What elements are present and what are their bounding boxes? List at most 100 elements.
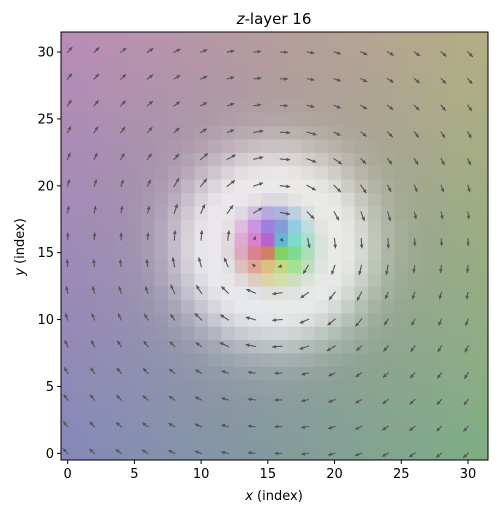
heatmap-cell — [394, 58, 409, 73]
heatmap-cell — [127, 205, 142, 220]
heatmap-cell — [234, 112, 249, 127]
heatmap-cell — [394, 45, 409, 60]
quiver-arrow-head — [221, 423, 226, 428]
heatmap-cell — [221, 379, 235, 394]
heatmap-cell — [181, 393, 195, 408]
y-tick-label: 30 — [37, 46, 54, 61]
heatmap-cell — [234, 312, 249, 327]
quiver-arrow-head — [363, 78, 368, 82]
heatmap-cell — [141, 353, 155, 367]
heatmap-cell — [221, 272, 235, 287]
heatmap-cell — [421, 45, 436, 60]
heatmap-cell — [407, 219, 422, 234]
heatmap-cell — [61, 326, 75, 341]
heatmap-cell — [447, 32, 462, 46]
quiver-arrow-head — [144, 286, 149, 291]
heatmap-cell — [74, 165, 89, 180]
quiver-arrow-head — [358, 270, 362, 275]
heatmap-cell — [461, 433, 476, 448]
heatmap-cell — [127, 139, 142, 153]
heatmap-cell — [421, 98, 436, 113]
quiver-arrow-head — [223, 257, 228, 262]
quiver-arrow-head — [286, 157, 291, 162]
heatmap-cell — [274, 379, 289, 394]
heatmap-cell — [234, 205, 249, 220]
quiver-arrow-head — [203, 49, 208, 53]
heatmap-cell — [74, 72, 89, 87]
heatmap-cell — [234, 192, 249, 207]
heatmap-cell — [74, 286, 89, 301]
quiver-arrow-head — [170, 314, 175, 319]
quiver-arrow-head — [203, 178, 207, 183]
heatmap-cell — [74, 419, 89, 434]
quiver-arrow-head — [440, 215, 444, 220]
heatmap-cell — [381, 406, 396, 421]
heatmap-cell — [234, 98, 249, 113]
heatmap-cell — [367, 98, 382, 113]
heatmap-cell — [474, 286, 489, 301]
quiver-arrow-head — [117, 313, 122, 318]
heatmap-cell — [301, 192, 316, 207]
heatmap-cell — [314, 139, 329, 153]
heatmap-cell — [194, 58, 209, 73]
heatmap-cell — [207, 179, 222, 194]
quiver-arrow-head — [65, 232, 70, 237]
heatmap-cell — [247, 32, 262, 46]
x-tick-label: 30 — [460, 467, 477, 482]
heatmap-cell — [314, 339, 329, 354]
heatmap-cell — [327, 353, 342, 367]
heatmap-cell — [341, 433, 356, 448]
heatmap-cell — [114, 406, 129, 421]
chart-title: z-layer 16 — [236, 10, 312, 28]
quiver-arrow-head — [143, 341, 148, 346]
heatmap-cell — [74, 58, 89, 73]
heatmap-cell — [407, 272, 422, 287]
heatmap-cell — [154, 312, 169, 327]
quiver-arrow-head — [438, 321, 442, 326]
heatmap-cell — [381, 219, 396, 234]
heatmap-cell — [434, 139, 449, 153]
heatmap-cell — [354, 433, 369, 448]
quiver-arrow-head — [441, 133, 446, 138]
heatmap-cell — [221, 406, 235, 421]
heatmap-cell — [127, 219, 142, 234]
x-axis-label: x (index) — [244, 489, 303, 504]
quiver-arrow-head — [117, 340, 121, 345]
heatmap-cell — [367, 326, 382, 341]
heatmap-cell — [474, 366, 489, 381]
heatmap-cell — [154, 98, 169, 113]
heatmap-cell — [194, 192, 209, 207]
quiver-arrow-head — [387, 217, 392, 222]
heatmap-cell — [301, 85, 316, 100]
heatmap-cell — [354, 353, 369, 367]
heatmap-cell — [101, 45, 115, 60]
quiver-arrow-head — [413, 215, 418, 220]
quiver-arrow-head — [310, 104, 315, 109]
heatmap-cell — [434, 299, 449, 314]
heatmap-cell — [181, 165, 195, 180]
heatmap-cell — [181, 246, 195, 260]
heatmap-cell — [181, 299, 195, 314]
heatmap-cell — [341, 165, 356, 180]
quiver-arrow-head — [195, 342, 200, 346]
heatmap-cell — [87, 272, 102, 287]
quiver-arrow-head — [299, 320, 304, 324]
heatmap-cell — [301, 32, 316, 46]
quiver-arrow-head — [146, 206, 151, 210]
heatmap-cell — [447, 299, 462, 314]
heatmap-cell — [381, 165, 396, 180]
quiver-arrow-head — [409, 400, 414, 405]
heatmap-cell — [74, 299, 89, 314]
heatmap-cell — [261, 312, 275, 327]
heatmap-cell — [474, 433, 489, 448]
heatmap-cell — [407, 85, 422, 100]
quiver-arrow-head — [89, 421, 94, 426]
heatmap-cell — [447, 98, 462, 113]
quiver-arrow-head — [286, 130, 291, 135]
heatmap-cell — [181, 58, 195, 73]
heatmap-cell — [154, 125, 169, 140]
quiver-arrow-head — [247, 451, 252, 455]
heatmap-cell — [407, 353, 422, 367]
heatmap-cell — [474, 152, 489, 167]
heatmap-cell — [194, 165, 209, 180]
